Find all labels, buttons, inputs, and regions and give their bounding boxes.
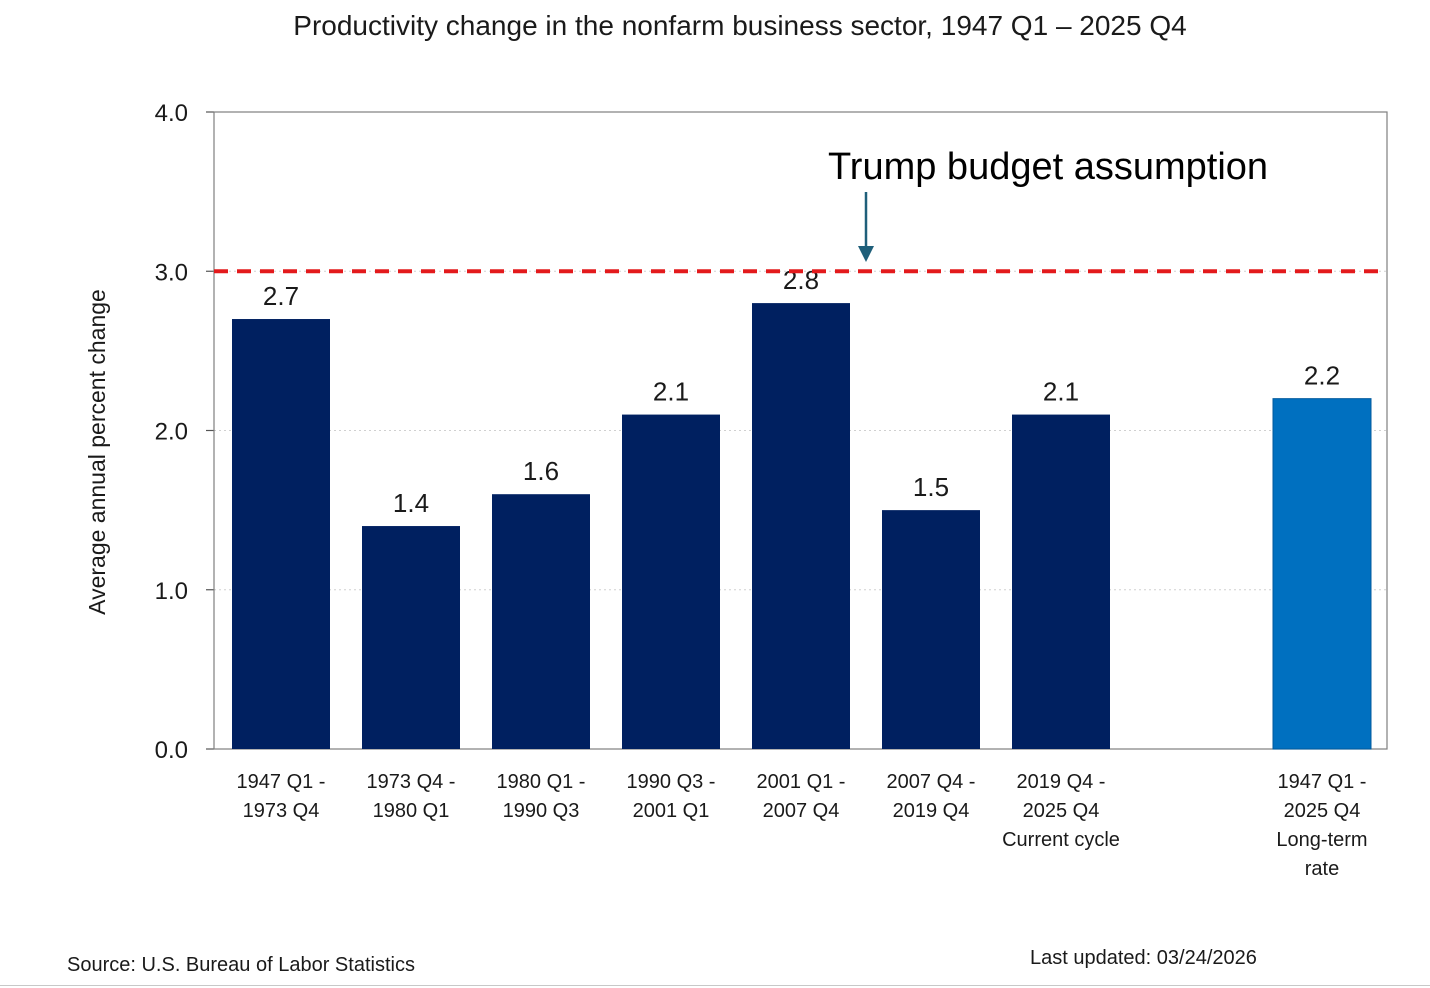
x-tick-label: 2001 Q1 - <box>757 771 846 793</box>
x-tick-label: 1947 Q1 - <box>1278 771 1367 793</box>
bar-value-label: 2.7 <box>263 281 299 311</box>
x-tick-label: 1980 Q1 <box>373 800 450 822</box>
x-tick-label: rate <box>1305 858 1339 880</box>
x-tick-label: 1990 Q3 - <box>627 771 716 793</box>
x-tick-label: 1973 Q4 <box>243 800 320 822</box>
x-tick-label: Current cycle <box>1002 829 1120 851</box>
bar <box>1272 398 1372 750</box>
bar-value-label: 2.1 <box>653 377 689 407</box>
bar-value-label: 2.2 <box>1304 361 1340 391</box>
x-tick-label: 2025 Q4 <box>1284 800 1361 822</box>
source-note: Source: U.S. Bureau of Labor Statistics <box>67 954 415 976</box>
y-tick-label: 1.0 <box>155 578 188 605</box>
x-tick-label: 1973 Q4 - <box>367 771 456 793</box>
bar <box>882 510 980 749</box>
bar <box>1012 414 1110 749</box>
y-tick-label: 4.0 <box>155 100 188 127</box>
bar <box>752 303 850 749</box>
y-tick-label: 0.0 <box>155 737 188 764</box>
bar-value-label: 1.4 <box>393 488 429 518</box>
chart-title: Productivity change in the nonfarm busin… <box>293 10 1187 41</box>
bottom-divider <box>0 985 1430 986</box>
x-tick-label: Long-term <box>1276 829 1367 851</box>
annotation-arrow-head <box>858 246 874 262</box>
x-tick-label: 2019 Q4 <box>893 800 970 822</box>
x-tick-label: 2007 Q4 <box>763 800 840 822</box>
bar <box>362 526 460 749</box>
bar-value-label: 1.6 <box>523 456 559 486</box>
x-tick-label: 2001 Q1 <box>633 800 710 822</box>
bar-value-label: 2.1 <box>1043 377 1079 407</box>
reference-line-label: Trump budget assumption <box>828 146 1269 188</box>
bar-value-label: 1.5 <box>913 472 949 502</box>
x-tick-label: 2007 Q4 - <box>887 771 976 793</box>
x-tick-label: 1980 Q1 - <box>497 771 586 793</box>
bar <box>492 494 590 749</box>
y-tick-label: 3.0 <box>155 259 188 286</box>
x-tick-label: 1990 Q3 <box>503 800 580 822</box>
bar <box>622 414 720 749</box>
last-updated-note: Last updated: 03/24/2026 <box>1030 947 1257 969</box>
x-tick-label: 2019 Q4 - <box>1017 771 1106 793</box>
bar <box>232 319 330 749</box>
x-tick-label: 1947 Q1 - <box>237 771 326 793</box>
x-tick-label: 2025 Q4 <box>1023 800 1100 822</box>
y-tick-label: 2.0 <box>155 419 188 446</box>
y-axis-label: Average annual percent change <box>84 289 110 615</box>
